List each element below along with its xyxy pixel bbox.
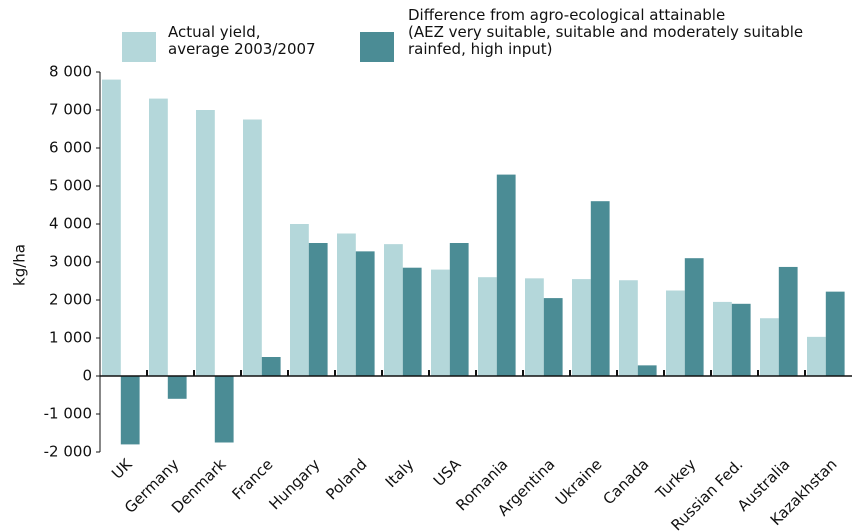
x-tick-label: Hungary	[265, 455, 323, 513]
bar	[590, 201, 610, 376]
bar	[308, 243, 328, 376]
bar	[637, 365, 657, 376]
bar	[196, 110, 215, 376]
bar	[572, 279, 591, 376]
bar	[825, 291, 845, 376]
y-tick-label: 8 000	[49, 63, 92, 81]
bar	[384, 244, 403, 376]
y-tick-label: 5 000	[49, 177, 92, 195]
bar	[120, 376, 140, 445]
legend-label: Difference from agro-ecological attainab…	[408, 6, 804, 58]
bar	[102, 79, 121, 376]
bar	[731, 303, 751, 376]
y-tick-label: 1 000	[49, 329, 92, 347]
y-axis-label: kg/ha	[11, 244, 29, 286]
bar	[167, 376, 187, 399]
bar	[684, 258, 704, 376]
bar	[402, 267, 422, 376]
bar	[290, 224, 309, 376]
bar	[666, 290, 685, 376]
x-tick-label: Poland	[322, 455, 370, 503]
bar	[478, 277, 497, 376]
bar	[337, 233, 356, 376]
y-tick-label: -1 000	[44, 405, 92, 423]
y-tick-label: 2 000	[49, 291, 92, 309]
y-tick-label: 0	[82, 367, 92, 385]
bar	[713, 301, 732, 376]
x-tick-label: Italy	[382, 455, 418, 491]
legend-label: Actual yield, average 2003/2007	[168, 23, 316, 58]
bar	[431, 269, 450, 376]
y-tick-label: 7 000	[49, 101, 92, 119]
x-tick-label: Canada	[599, 455, 652, 508]
bar	[243, 119, 262, 376]
bar	[807, 336, 826, 376]
bar	[449, 243, 469, 376]
x-tick-label: UK	[108, 454, 136, 482]
x-tick-label: USA	[430, 455, 465, 490]
y-tick-label: 6 000	[49, 139, 92, 157]
y-tick-label: 3 000	[49, 253, 92, 271]
y-tick-label: -2 000	[44, 443, 92, 461]
bar	[619, 280, 638, 376]
legend-swatch	[360, 32, 394, 62]
bar	[543, 298, 563, 376]
bar	[355, 251, 375, 376]
bar	[778, 266, 798, 376]
bar	[261, 357, 281, 376]
x-tick-label: Ukraine	[552, 455, 606, 509]
y-tick-label: 4 000	[49, 215, 92, 233]
bar	[214, 376, 234, 443]
bar	[149, 98, 168, 376]
legend-swatch	[122, 32, 156, 62]
bar	[760, 318, 779, 376]
bar	[525, 278, 544, 376]
bar	[496, 174, 516, 376]
